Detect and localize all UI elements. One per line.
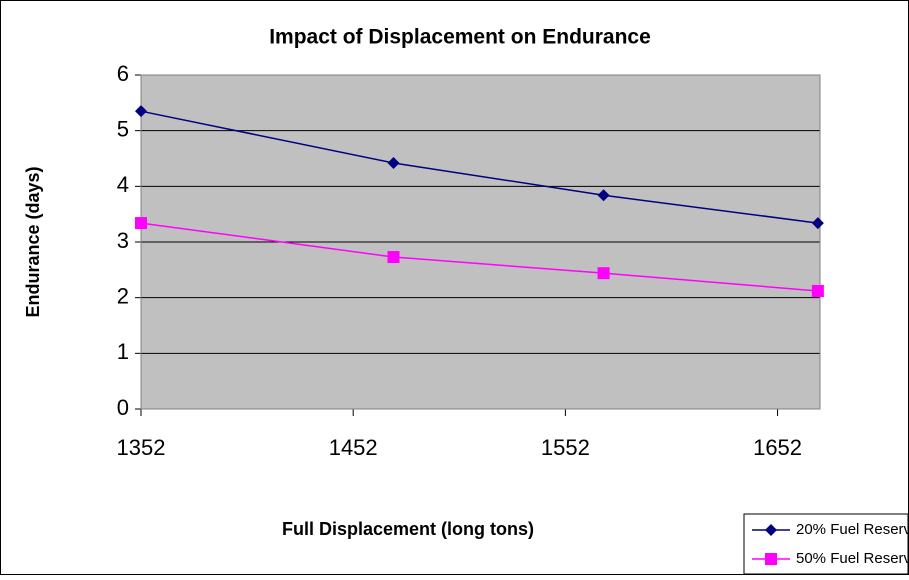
data-point <box>387 156 400 169</box>
x-tick-label: 1452 <box>329 435 378 460</box>
series-line <box>140 110 818 224</box>
plot-border <box>140 74 821 410</box>
y-tick-label: 5 <box>117 116 129 141</box>
data-point <box>135 105 147 118</box>
y-tick-label: 3 <box>117 228 129 253</box>
series-line <box>140 222 818 292</box>
y-tick-label: 1 <box>117 339 129 364</box>
y-tick-label: 0 <box>117 395 129 420</box>
chart-title: Impact of Displacement on Endurance <box>269 26 651 49</box>
x-tick-label: 1352 <box>117 435 166 460</box>
data-point <box>135 217 147 230</box>
x-axis-label: Full Displacement (long tons) <box>282 519 534 539</box>
legend-marker <box>765 553 777 565</box>
y-tick-label: 6 <box>117 61 129 86</box>
data-point <box>597 189 610 202</box>
data-point <box>387 251 400 264</box>
data-point <box>597 267 610 280</box>
x-tick-label: 1652 <box>753 435 802 460</box>
x-tick-label: 1552 <box>541 435 590 460</box>
y-tick-label: 4 <box>117 172 129 197</box>
y-axis-label: Endurance (days) <box>23 166 43 317</box>
legend-label: 50% Fuel Reserve <box>796 550 909 567</box>
legend-marker <box>765 524 777 536</box>
data-point <box>811 284 824 297</box>
legend-label: 20% Fuel Reserve <box>796 521 909 538</box>
data-point <box>811 217 824 230</box>
y-tick-label: 2 <box>117 283 129 308</box>
